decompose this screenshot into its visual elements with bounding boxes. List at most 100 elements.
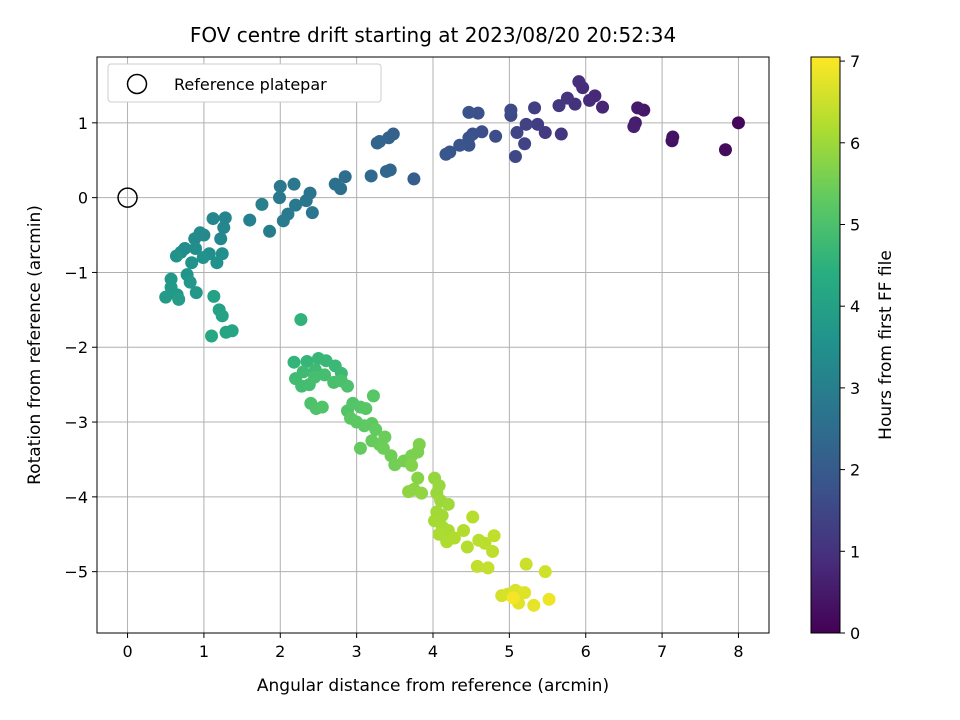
scatter-point: [273, 191, 287, 205]
scatter-point: [178, 242, 192, 256]
scatter-points: [159, 75, 745, 612]
scatter-point: [470, 559, 484, 573]
scatter-point: [214, 232, 228, 246]
y-tick-label: −3: [64, 413, 88, 432]
scatter-point: [447, 531, 461, 545]
scatter-point: [487, 529, 501, 543]
reference-marker-layer: [117, 187, 138, 208]
scatter-point: [169, 249, 183, 263]
scatter-point: [666, 130, 680, 144]
scatter-point: [457, 524, 471, 538]
scatter-point: [519, 117, 533, 131]
scatter-point: [366, 389, 380, 403]
scatter-point: [305, 206, 319, 220]
scatter-point: [353, 441, 367, 455]
x-tick-label: 0: [122, 642, 132, 661]
scatter-point: [255, 197, 269, 211]
scatter-point: [506, 591, 520, 605]
scatter-point: [273, 179, 287, 193]
scatter-point: [481, 561, 495, 575]
scatter-point: [462, 105, 476, 119]
x-axis-ticks: 0 1 2 3 4 5 6 7 8: [122, 633, 744, 661]
scatter-point: [412, 437, 426, 451]
x-tick-label: 7: [657, 642, 667, 661]
scatter-point: [460, 540, 474, 554]
scatter-point: [338, 170, 352, 184]
scatter-point: [289, 198, 303, 212]
scatter-point: [486, 544, 500, 558]
y-axis-ticks: −5 −4 −3 −2 −1 0 1: [64, 114, 97, 582]
scatter-point: [508, 149, 522, 163]
legend: Reference platepar: [107, 63, 382, 103]
reference-platepar-marker: [117, 187, 138, 208]
scatter-point: [218, 211, 232, 225]
scatter-point: [527, 598, 541, 612]
scatter-point: [243, 213, 257, 227]
x-tick-label: 4: [428, 642, 438, 661]
legend-box: [107, 63, 382, 103]
scatter-point: [359, 402, 373, 416]
scatter-point: [518, 586, 532, 600]
x-tick-label: 8: [733, 642, 743, 661]
scatter-point: [364, 169, 378, 183]
scatter-point: [510, 126, 524, 140]
x-axis-label: Angular distance from reference (arcmin): [257, 676, 609, 696]
scatter-point: [217, 221, 231, 235]
chart-title: FOV centre drift starting at 2023/08/20 …: [190, 23, 676, 47]
colorbar-tick-label: 4: [850, 297, 860, 316]
scatter-point: [340, 379, 354, 393]
scatter-point: [411, 471, 425, 485]
scatter-point: [294, 313, 308, 327]
colorbar: 0 1 2 3 4 5 6 7 Hours from first FF file: [810, 52, 896, 643]
scatter-point: [206, 212, 220, 226]
colorbar-tick-label: 6: [850, 134, 860, 153]
scatter-point: [718, 143, 732, 157]
scatter-point: [299, 194, 313, 208]
y-tick-label: −4: [64, 488, 88, 507]
legend-entry-label: Reference platepar: [174, 75, 327, 94]
scatter-point: [318, 368, 332, 382]
scatter-point: [518, 137, 532, 151]
scatter-point: [378, 430, 392, 444]
scatter-point: [407, 172, 421, 186]
scatter-point: [554, 127, 568, 141]
scatter-point: [225, 324, 239, 338]
scatter-point: [439, 147, 453, 161]
colorbar-tick-label: 1: [850, 542, 860, 561]
scatter-point: [287, 355, 301, 369]
scatter-point: [538, 126, 552, 140]
scatter-point: [370, 136, 384, 150]
scatter-point: [315, 400, 329, 414]
scatter-point: [538, 565, 552, 579]
scatter-point: [478, 536, 492, 550]
scatter-point: [205, 329, 219, 343]
y-tick-label: 1: [78, 114, 88, 133]
scatter-point: [560, 91, 574, 105]
scatter-point: [583, 93, 597, 107]
scatter-point: [519, 557, 533, 571]
x-tick-label: 3: [352, 642, 362, 661]
scatter-point: [542, 592, 556, 606]
scatter-point: [308, 370, 322, 384]
y-tick-label: −2: [64, 338, 88, 357]
scatter-point: [731, 116, 745, 130]
scatter-point: [379, 164, 393, 178]
colorbar-tick-label: 0: [850, 624, 860, 643]
scatter-point: [405, 458, 419, 472]
colorbar-tick-label: 7: [850, 52, 860, 71]
scatter-point: [159, 290, 173, 304]
scatter-point: [189, 286, 203, 300]
scatter-point: [631, 101, 645, 115]
scatter-point: [276, 214, 290, 228]
scatter-point: [627, 120, 641, 134]
scatter-point: [572, 75, 586, 89]
y-axis-label: Rotation from reference (arcmin): [25, 205, 45, 485]
scatter-point: [263, 224, 277, 238]
colorbar-tick-label: 5: [850, 215, 860, 234]
x-tick-label: 2: [275, 642, 285, 661]
scatter-point: [328, 177, 342, 191]
scatter-point: [369, 423, 383, 437]
colorbar-gradient: [810, 56, 841, 634]
